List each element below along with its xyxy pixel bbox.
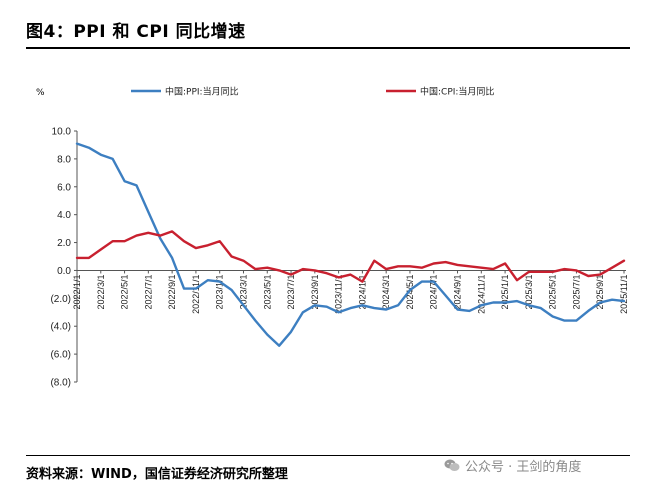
x-tick-label: 2022/9/1 — [167, 274, 177, 309]
x-tick-label: 2025/11/1 — [619, 274, 629, 313]
x-tick-label: 2024/9/1 — [453, 274, 463, 309]
x-tick-label: 2024/1/1 — [357, 274, 367, 309]
x-tick-label: 2023/9/1 — [310, 274, 320, 309]
y-tick-label: (2.0) — [50, 294, 71, 305]
x-tick-label: 2025/1/1 — [500, 274, 510, 309]
y-tick-label: (8.0) — [50, 378, 71, 389]
source-note: 资料来源：WIND，国信证券经济研究所整理 — [26, 467, 288, 482]
y-unit-label: % — [36, 88, 45, 98]
x-tick-label: 2022/11/1 — [191, 274, 201, 313]
x-axis: 2022/1/1 2022/3/1 2022/5/1 2022/7/1 2022/9/1… — [72, 269, 629, 314]
y-tick-label: 0.0 — [57, 266, 71, 277]
series-group — [75, 142, 626, 347]
x-tick-label: 2025/9/1 — [595, 274, 605, 309]
x-tick-label: 2023/11/1 — [334, 274, 344, 313]
x-tick-label: 2024/11/1 — [476, 274, 486, 313]
y-tick-label: 8.0 — [57, 154, 71, 165]
y-tick-label: 10.0 — [52, 127, 72, 138]
title-rule — [26, 47, 630, 49]
watermark: 公众号 · 王剑的角度 — [444, 456, 581, 475]
figure-title: 图4：PPI 和 CPI 同比增速 — [26, 22, 246, 42]
series-line-cpi — [75, 230, 626, 283]
legend: 中国:PPI:当月同比 中国:CPI:当月同比 — [131, 86, 494, 98]
legend-label: 中国:PPI:当月同比 — [165, 86, 239, 98]
series-line-ppi — [75, 142, 626, 347]
wechat-icon — [444, 459, 460, 471]
x-tick-label: 2022/1/1 — [72, 274, 82, 309]
x-tick-label: 2022/3/1 — [96, 274, 106, 309]
y-tick-label: 6.0 — [57, 182, 71, 193]
y-tick-label: 4.0 — [57, 210, 71, 221]
x-tick-label: 2025/5/1 — [548, 274, 558, 309]
x-tick-label: 2024/7/1 — [429, 274, 439, 309]
x-tick-label: 2023/7/1 — [286, 274, 296, 309]
x-tick-label: 2022/7/1 — [143, 274, 153, 309]
x-tick-label: 2022/5/1 — [120, 274, 130, 309]
x-tick-label: 2025/3/1 — [524, 274, 534, 309]
x-tick-label: 2023/1/1 — [215, 274, 225, 309]
y-tick-label: (4.0) — [50, 322, 71, 333]
watermark-text: 公众号 · 王剑的角度 — [465, 460, 582, 475]
footer-rule — [26, 455, 630, 456]
legend-label: 中国:CPI:当月同比 — [420, 86, 494, 98]
y-tick-label: (6.0) — [50, 350, 71, 361]
y-tick-label: 2.0 — [57, 238, 71, 249]
x-tick-label: 2023/3/1 — [238, 274, 248, 309]
y-axis: 10.0 8.0 6.0 4.0 2.0 0.0 (2.0) (4.0) (6.0) (8.0) — [50, 127, 78, 389]
x-tick-label: 2023/5/1 — [262, 274, 272, 309]
x-tick-label: 2025/7/1 — [571, 274, 581, 309]
x-tick-label: 2024/3/1 — [381, 274, 391, 309]
